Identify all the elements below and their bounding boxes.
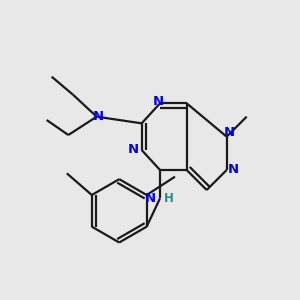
Text: N: N: [153, 95, 164, 108]
Text: N: N: [128, 143, 139, 157]
Text: N: N: [145, 192, 156, 205]
Text: N: N: [224, 126, 235, 139]
Text: N: N: [228, 164, 239, 176]
Text: H: H: [164, 192, 173, 205]
Text: N: N: [93, 110, 104, 123]
